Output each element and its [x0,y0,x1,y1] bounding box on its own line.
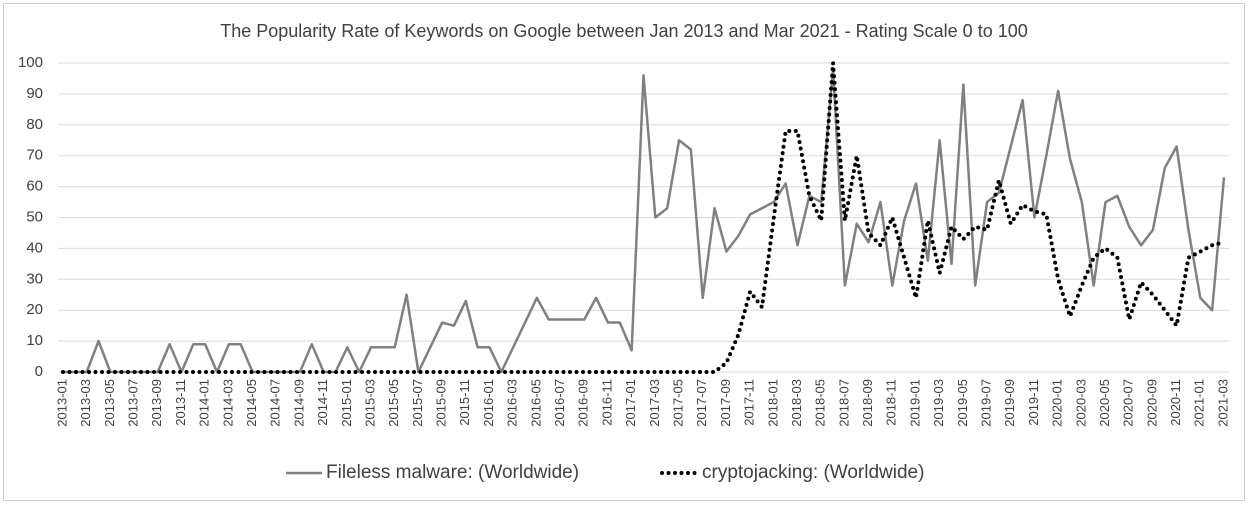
x-tick-label: 2013-07 [126,379,141,427]
y-tick-label: 20 [26,301,43,318]
x-tick-label: 2018-09 [860,379,875,427]
x-tick-label: 2014-03 [220,379,235,427]
x-tick-label: 2017-05 [670,379,685,427]
x-tick-label: 2019-07 [978,379,993,427]
legend: Fileless malware: (Worldwide) cryptojacki… [286,462,924,483]
x-tick-label: 2017-11 [742,379,757,426]
x-tick-label: 2015-07 [410,379,425,427]
x-tick-label: 2017-09 [718,379,733,427]
chart-border [3,3,1245,501]
x-tick-label: 2015-09 [434,379,449,427]
x-tick-label: 2016-01 [481,379,496,427]
x-tick-label: 2019-01 [907,379,922,427]
x-tick-label: 2014-07 [268,379,283,427]
x-tick-label: 2019-05 [955,379,970,427]
y-tick-label: 100 [18,54,43,71]
x-tick-label: 2015-01 [339,379,354,427]
x-tick-label: 2013-11 [173,379,188,426]
y-tick-label: 40 [26,239,43,256]
x-tick-label: 2018-11 [884,379,899,426]
x-tick-label: 2014-05 [244,379,259,427]
y-tick-label: 80 [26,116,43,133]
y-tick-label: 90 [26,85,43,102]
x-tick-label: 2021-01 [1192,379,1207,427]
legend-label: cryptojacking: (Worldwide) [702,462,924,483]
x-tick-label: 2014-09 [291,379,306,427]
x-tick-label: 2020-01 [1050,379,1065,427]
y-tick-label: 30 [26,270,43,287]
x-tick-label: 2021-03 [1215,379,1230,427]
x-tick-label: 2013-03 [78,379,93,427]
legend-label: Fileless malware: (Worldwide) [326,462,579,483]
x-tick-label: 2014-11 [315,379,330,426]
x-tick-label: 2020-07 [1121,379,1136,427]
x-tick-label: 2016-09 [576,379,591,427]
series-line [61,62,1226,374]
x-tick-label: 2015-05 [386,379,401,427]
x-tick-label: 2020-05 [1097,379,1112,427]
y-tick-label: 70 [26,147,43,164]
x-tick-label: 2020-11 [1168,379,1183,426]
x-tick-label: 2015-11 [457,379,472,426]
x-tick-label: 2016-07 [552,379,567,427]
x-tick-label: 2018-01 [765,379,780,427]
x-tick-label: 2013-05 [102,379,117,427]
x-tick-label: 2017-07 [694,379,709,427]
x-tick-label: 2018-05 [813,379,828,427]
x-tick-label: 2015-03 [362,379,377,427]
x-tick-label: 2018-07 [836,379,851,427]
y-tick-label: 50 [26,208,43,225]
x-tick-label: 2020-09 [1144,379,1159,427]
x-tick-label: 2020-03 [1073,379,1088,427]
x-tick-label: 2013-09 [149,379,164,427]
x-tick-label: 2016-05 [528,379,543,427]
x-tick-label: 2018-03 [789,379,804,427]
y-tick-label: 60 [26,178,43,195]
x-tick-label: 2014-01 [197,379,212,427]
chart-title: The Popularity Rate of Keywords on Googl… [220,21,1028,41]
x-tick-label: 2019-09 [1002,379,1017,427]
y-tick-label: 0 [35,363,43,380]
x-tick-label: 2017-01 [623,379,638,427]
y-tick-label: 10 [26,332,43,349]
x-tick-label: 2019-03 [931,379,946,427]
x-tick-label: 2016-03 [505,379,520,427]
x-tick-label: 2016-11 [599,379,614,426]
x-tick-label: 2013-01 [54,379,69,427]
x-tick-label: 2017-03 [647,379,662,427]
x-tick-label: 2019-11 [1026,379,1041,426]
